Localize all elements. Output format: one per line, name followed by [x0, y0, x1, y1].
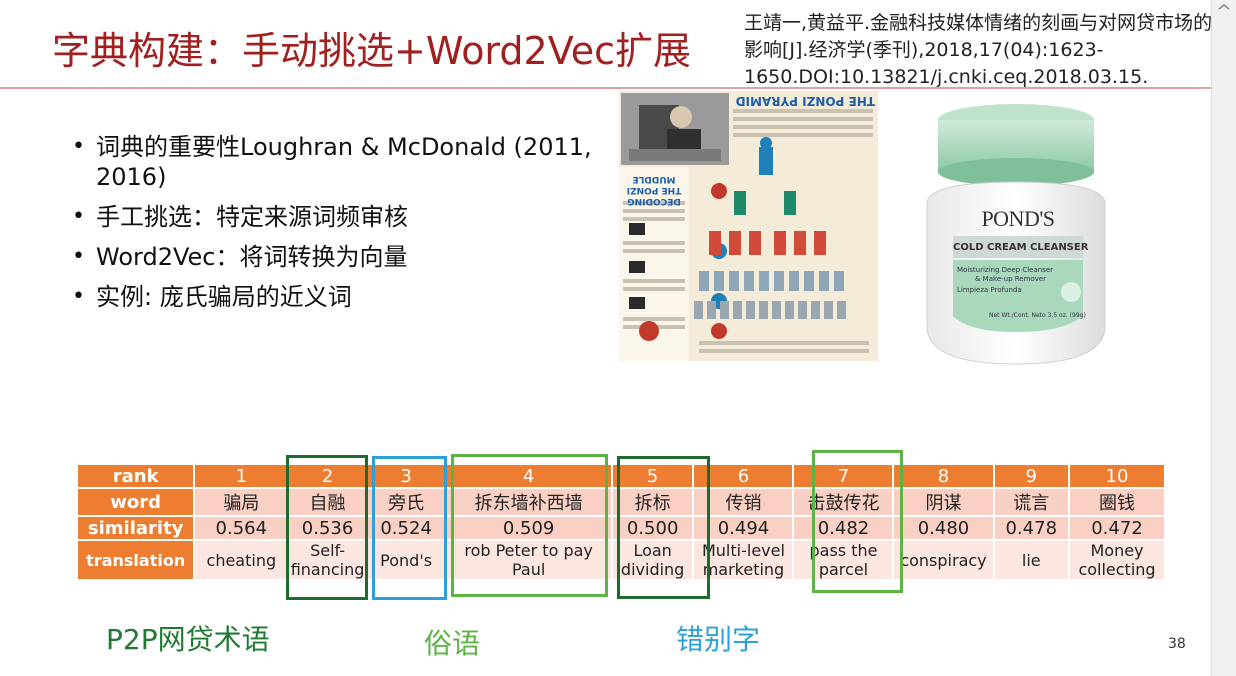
word-header: word: [78, 489, 194, 515]
highlight-slang-col7: [812, 450, 903, 593]
translation-cell: pass the parcel: [794, 541, 893, 579]
similarity-table: rank 1 2 3 4 5 6 7 8 9 10 word 骗局 自融 旁氏 …: [76, 463, 1166, 581]
ponds-brand: POND'S: [981, 206, 1055, 231]
translation-cell: Loan dividing: [612, 541, 693, 579]
rank-cell: 3: [367, 465, 445, 487]
ponzi-infographic: [619, 91, 878, 361]
citation: 王靖一,黄益平.金融科技媒体情绪的刻画与对网贷市场的影响[J].经济学(季刊),…: [744, 12, 1213, 88]
rank-cell: 10: [1070, 465, 1164, 487]
vertical-scrollbar[interactable]: [1211, 0, 1236, 676]
word-cell: 谎言: [994, 489, 1069, 515]
translation-cell: rob Peter to pay Paul: [446, 541, 611, 579]
rank-cell: 6: [694, 465, 793, 487]
translation-cell: lie: [994, 541, 1069, 579]
bullet-item: 实例: 庞氏骗局的近义词: [72, 282, 612, 312]
ponds-jar-image: POND'S COLD CREAM CLEANSER Moisturizing …: [913, 96, 1123, 376]
bullet-item: Word2Vec：将词转换为向量: [72, 242, 612, 272]
translation-row: translation cheating Self-financing Pond…: [78, 541, 1164, 579]
similarity-cell: 0.500: [612, 517, 693, 539]
rank-header: rank: [78, 465, 194, 487]
legend-p2p-terms: P2P网贷术语: [106, 623, 270, 656]
highlight-typo-col3: [372, 456, 447, 600]
slide-title: 字典构建：手动挑选+Word2Vec扩展: [52, 29, 692, 73]
translation-cell: Money collecting: [1070, 541, 1164, 579]
word-cell: 传销: [694, 489, 793, 515]
translation-cell: cheating: [195, 541, 288, 579]
rank-cell: 2: [289, 465, 366, 487]
word-cell: 圈钱: [1070, 489, 1164, 515]
similarity-cell: 0.478: [994, 517, 1069, 539]
ponzi-pyramid-image: THE PONZI PYRAMID DECODING THE PONZI MUD…: [619, 91, 878, 361]
bullet-list: 词典的重要性Loughran & McDonald (2011, 2016) 手…: [72, 132, 612, 322]
page-number: 38: [1168, 636, 1186, 652]
rank-cell: 7: [794, 465, 893, 487]
ponzi-side-title: DECODING THE PONZI MUDDLE: [626, 174, 682, 206]
ponds-product: COLD CREAM CLEANSER: [953, 242, 1089, 253]
similarity-cell: 0.482: [794, 517, 893, 539]
bullet-item: 词典的重要性Loughran & McDonald (2011, 2016): [72, 132, 612, 192]
rank-cell: 5: [612, 465, 693, 487]
similarity-cell: 0.494: [694, 517, 793, 539]
similarity-table-grid: rank 1 2 3 4 5 6 7 8 9 10 word 骗局 自融 旁氏 …: [76, 463, 1166, 581]
rank-cell: 4: [446, 465, 611, 487]
title-divider: [0, 87, 1212, 89]
word-cell: 自融: [289, 489, 366, 515]
translation-cell: Pond's: [367, 541, 445, 579]
translation-cell: conspiracy: [894, 541, 993, 579]
word-cell: 拆东墙补西墙: [446, 489, 611, 515]
translation-cell: Self-financing: [289, 541, 366, 579]
highlight-p2p-col5: [617, 456, 710, 599]
word-cell: 旁氏: [367, 489, 445, 515]
ponds-line1: Moisturizing Deep Cleanser: [957, 266, 1054, 274]
translation-header: translation: [78, 541, 194, 579]
similarity-cell: 0.509: [446, 517, 611, 539]
similarity-cell: 0.472: [1070, 517, 1164, 539]
similarity-row: similarity 0.564 0.536 0.524 0.509 0.500…: [78, 517, 1164, 539]
similarity-cell: 0.564: [195, 517, 288, 539]
legend-typo: 错别字: [676, 623, 761, 656]
similarity-cell: 0.480: [894, 517, 993, 539]
word-row: word 骗局 自融 旁氏 拆东墙补西墙 拆标 传销 击鼓传花 阴谋 谎言 圈钱: [78, 489, 1164, 515]
highlight-slang-col4: [451, 454, 608, 597]
translation-cell: Multi-level marketing: [694, 541, 793, 579]
rank-row: rank 1 2 3 4 5 6 7 8 9 10: [78, 465, 1164, 487]
similarity-cell: 0.536: [289, 517, 366, 539]
rank-cell: 1: [195, 465, 288, 487]
legend-slang: 俗语: [424, 627, 481, 660]
rank-cell: 9: [994, 465, 1069, 487]
word-cell: 拆标: [612, 489, 693, 515]
similarity-header: similarity: [78, 517, 194, 539]
word-cell: 阴谋: [894, 489, 993, 515]
ponzi-title: THE PONZI PYRAMID: [735, 94, 875, 108]
ponds-line3: Limpieza Profunda: [957, 286, 1022, 294]
word-cell: 骗局: [195, 489, 288, 515]
bullet-item: 手工挑选：特定来源词频审核: [72, 202, 612, 232]
word-cell: 击鼓传花: [794, 489, 893, 515]
highlight-p2p-col2: [286, 455, 368, 600]
rank-cell: 8: [894, 465, 993, 487]
similarity-cell: 0.524: [367, 517, 445, 539]
ponds-jar-drawing: [926, 104, 1106, 365]
scroll-up-arrow-icon[interactable]: [1217, 4, 1231, 10]
ponds-line2: & Make-up Remover: [975, 275, 1047, 283]
ponds-weight: Net Wt./Cont. Neto 3.5 oz. (99g): [989, 312, 1086, 319]
